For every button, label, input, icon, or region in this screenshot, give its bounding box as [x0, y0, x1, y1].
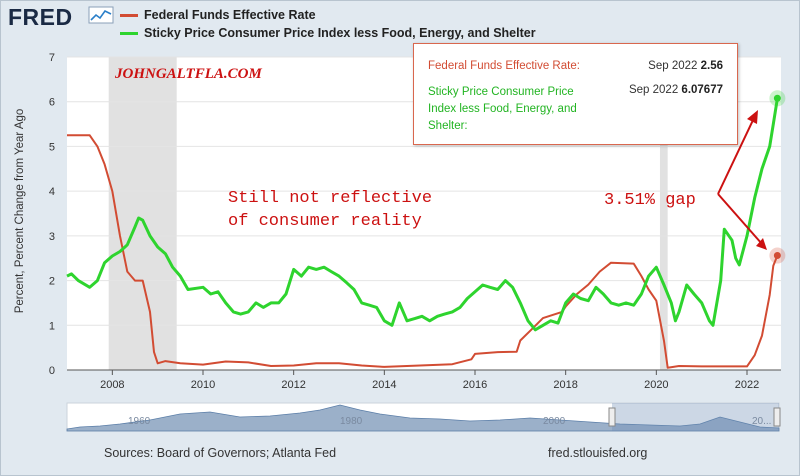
annotation-comment-line2: of consumer reality	[228, 212, 422, 231]
navigator-selection[interactable]	[612, 403, 779, 431]
highlight-point	[773, 252, 781, 260]
legend-swatch-red	[120, 13, 138, 17]
x-tick-label: 2016	[463, 379, 487, 391]
recession-band	[659, 57, 668, 370]
recession-band	[108, 57, 177, 370]
y-tick-label: 4	[49, 186, 55, 198]
annotation-arrows	[717, 110, 767, 250]
sources-text: Sources: Board of Governors; Atlanta Fed	[104, 446, 337, 460]
annotation-gap: 3.51% gap	[604, 191, 696, 210]
navigator-handle-right[interactable]	[773, 407, 781, 427]
tooltip-series1-label: Federal Funds Effective Rate:	[428, 60, 580, 72]
x-tick-label: 2012	[281, 379, 305, 391]
y-tick-label: 2	[49, 276, 55, 288]
navigator-tick: 20...	[752, 416, 771, 427]
navigator-tick: 2000	[543, 416, 566, 427]
legend-label: Federal Funds Effective Rate	[144, 8, 316, 22]
y-tick-label: 0	[49, 365, 55, 377]
x-tick-label: 2014	[372, 379, 396, 391]
fred-url-link[interactable]: fred.stlouisfed.org	[548, 446, 648, 460]
y-tick-label: 6	[49, 97, 55, 109]
x-tick-label: 2020	[644, 379, 668, 391]
tooltip-series1-value: Sep 2022 2.56	[648, 60, 723, 72]
series-line-fedfunds	[67, 134, 779, 369]
x-tick-label: 2018	[553, 379, 577, 391]
navigator-area	[66, 404, 780, 432]
y-tick-label: 3	[49, 231, 55, 243]
data-tooltip: Federal Funds Effective Rate: Sep 2022 2…	[413, 43, 738, 145]
legend-item-sticky-cpi[interactable]: Sticky Price Consumer Price Index less F…	[120, 26, 536, 40]
fred-logo-chart-icon	[88, 6, 114, 24]
highlight-point	[773, 94, 781, 102]
navigator-tick: 1980	[340, 416, 363, 427]
watermark-text: JOHNGALTFLA.COM	[115, 66, 262, 82]
y-tick-label: 1	[49, 320, 55, 332]
y-tick-label: 7	[49, 52, 55, 64]
y-axis-label: Percent, Percent Change from Year Ago	[14, 108, 26, 314]
navigator-handle-left[interactable]	[608, 407, 616, 427]
tooltip-series2-value: Sep 2022 6.07677	[628, 84, 723, 96]
legend-swatch-green	[120, 31, 138, 35]
x-tick-label: 2010	[191, 379, 215, 391]
tooltip-series2-label: Sticky Price Consumer Price Index less F…	[428, 86, 577, 132]
series-line-sticky-cpi	[66, 98, 779, 332]
x-tick-label: 2022	[735, 379, 759, 391]
y-tick-label: 5	[49, 141, 55, 153]
legend-label: Sticky Price Consumer Price Index less F…	[144, 26, 536, 40]
x-tick-label: 2008	[100, 379, 124, 391]
annotation-comment-line1: Still not reflective	[228, 189, 433, 208]
fred-logo[interactable]: FRED	[8, 4, 73, 30]
legend-item-fedfunds[interactable]: Federal Funds Effective Rate	[120, 8, 316, 22]
navigator-tick: 1960	[128, 416, 151, 427]
